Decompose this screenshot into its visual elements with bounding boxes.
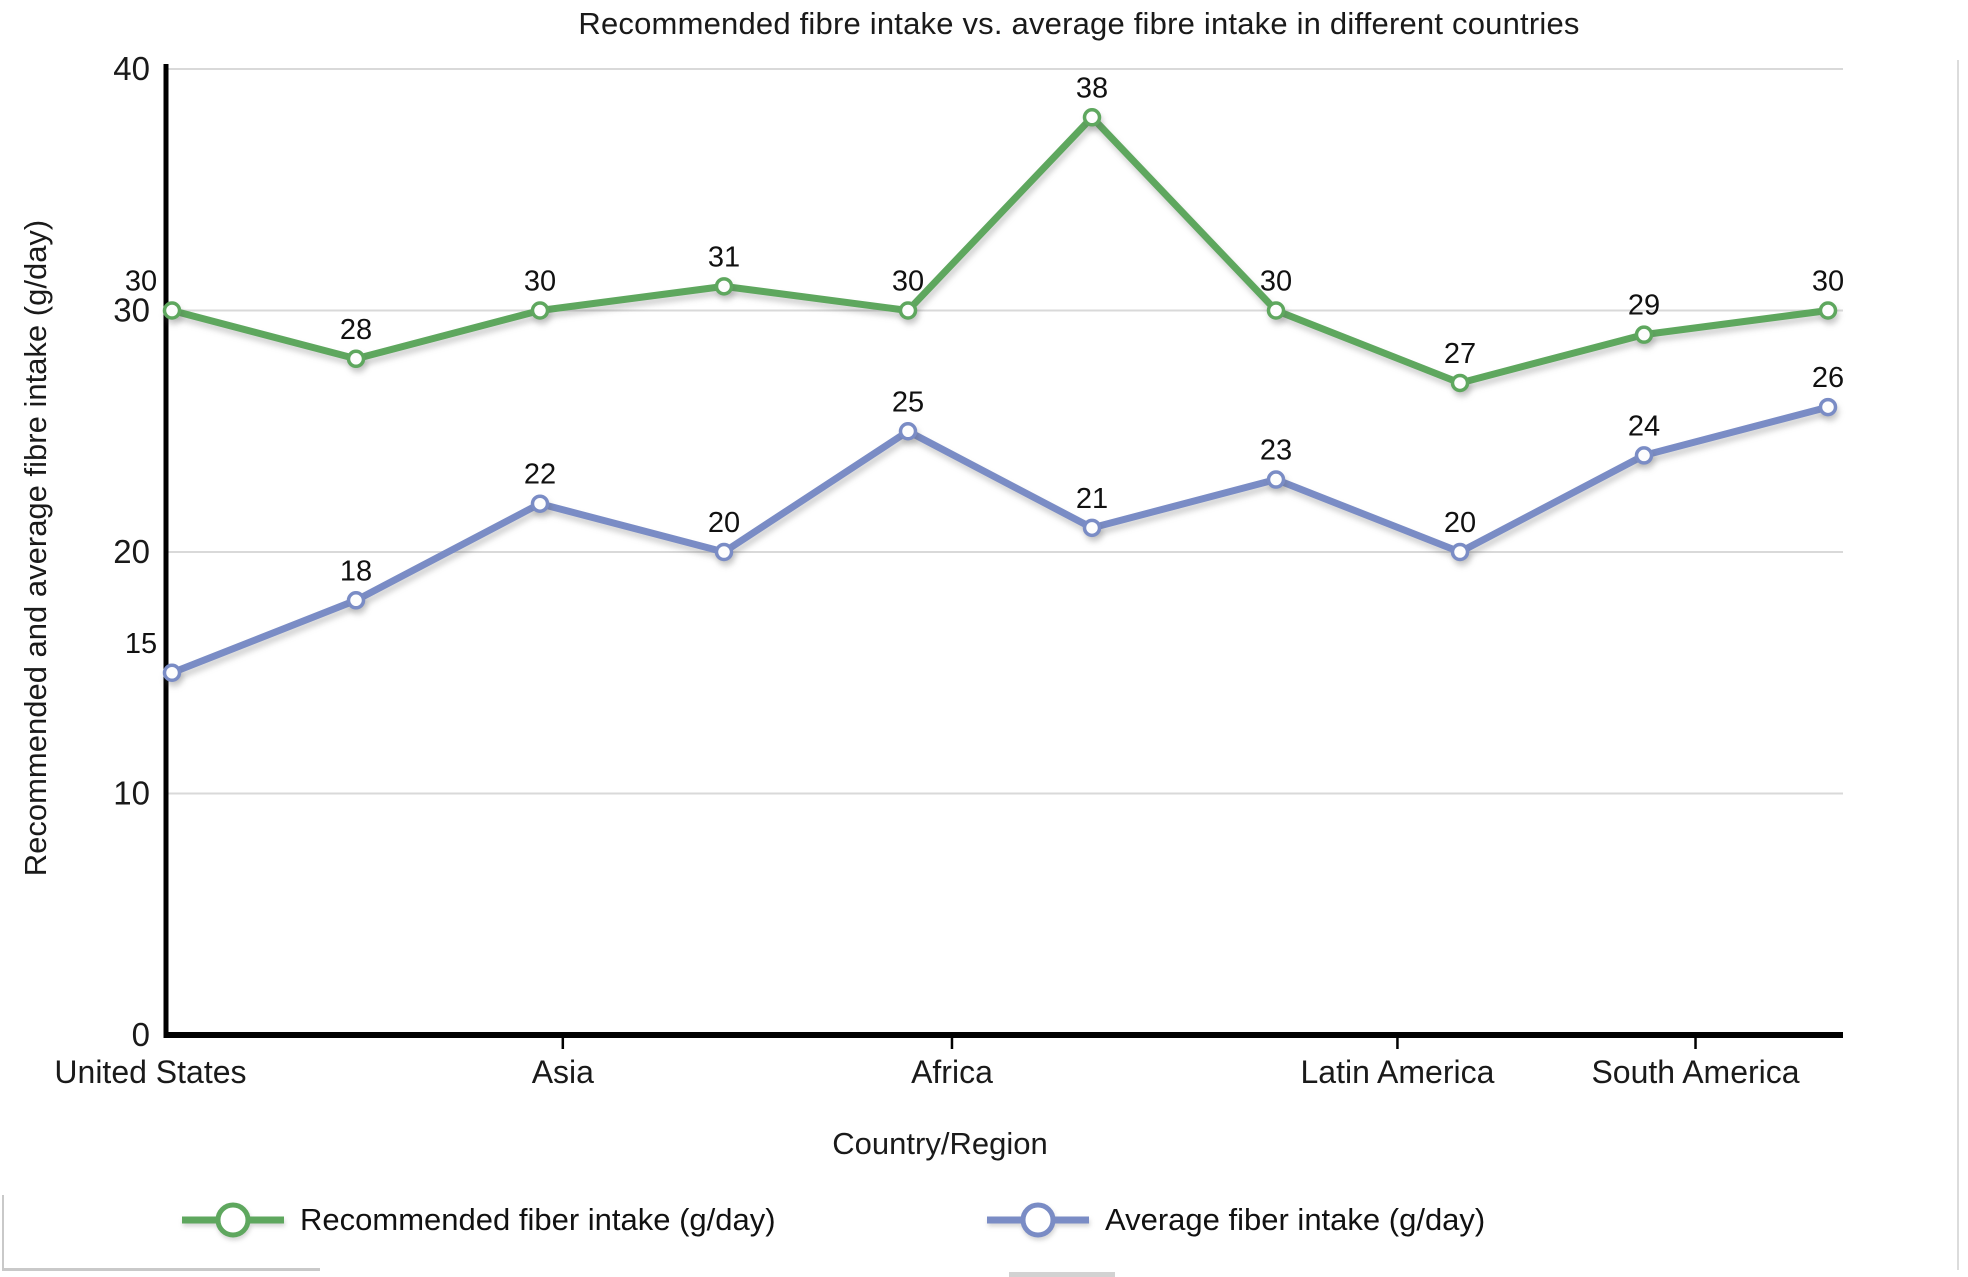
x-category-label: South America [1591, 1054, 1799, 1090]
x-category-label: Asia [532, 1054, 594, 1090]
data-point-marker-recommended [1450, 373, 1470, 393]
data-point-marker-average [1082, 518, 1102, 538]
data-point-label-average: 22 [524, 459, 556, 491]
chart-title: Recommended fibre intake vs. average fib… [578, 6, 1580, 41]
data-point-label-recommended: 31 [708, 241, 740, 273]
data-point-marker-recommended [1818, 301, 1838, 320]
data-point-label-recommended: 27 [1444, 338, 1476, 370]
data-point-marker-average [898, 422, 918, 441]
y-tick-label: 0 [132, 1016, 150, 1053]
data-point-marker-average [714, 542, 734, 562]
line-with-marker-icon [987, 1202, 1089, 1238]
data-point-label-recommended: 28 [340, 314, 372, 346]
data-point-marker-average [530, 494, 550, 513]
data-point-marker-average [346, 591, 366, 610]
page-border-artifact-bottom-bar [1009, 1272, 1115, 1277]
data-point-marker-recommended [346, 349, 366, 369]
data-point-label-average: 25 [892, 386, 924, 418]
x-category-label: Africa [911, 1054, 993, 1090]
data-point-marker-average [1634, 446, 1654, 465]
line-with-marker-icon [182, 1202, 284, 1238]
x-category-label: United States [54, 1054, 246, 1090]
legend-marker-circle [215, 1202, 251, 1238]
data-point-marker-recommended [1082, 108, 1102, 127]
data-point-label-average: 18 [340, 555, 372, 587]
data-point-label-average: 21 [1076, 483, 1108, 515]
data-point-marker-average [162, 663, 182, 682]
data-point-label-recommended: 30 [524, 266, 556, 298]
data-point-label-average: 20 [1444, 507, 1476, 539]
page-border-artifact-left-vertical [2, 1195, 4, 1270]
data-point-label-recommended: 30 [1812, 266, 1844, 298]
data-point-marker-recommended [1266, 301, 1286, 320]
x-axis-title: Country/Region [832, 1126, 1048, 1161]
legend-marker-circle [1020, 1202, 1056, 1238]
data-point-marker-average [1818, 397, 1838, 417]
data-point-marker-recommended [1634, 325, 1654, 344]
data-point-label-recommended: 30 [892, 266, 924, 298]
y-tick-label: 20 [113, 533, 150, 570]
data-point-marker-recommended [898, 301, 918, 320]
page-border-artifact-left-horizontal [2, 1268, 320, 1271]
page-border-artifact-right-vertical [1957, 60, 1959, 1270]
y-tick-label: 30 [113, 292, 150, 329]
data-point-label-recommended: 30 [1260, 266, 1292, 298]
data-point-label-recommended: 29 [1628, 290, 1660, 322]
data-point-marker-recommended [714, 277, 734, 296]
series-line-recommended [168, 113, 1832, 387]
data-point-label-average: 20 [708, 507, 740, 539]
x-category-label: Latin America [1301, 1054, 1495, 1090]
data-point-marker-average [1450, 542, 1470, 562]
chart-legend: Recommended fiber intake (g/day) Average… [0, 1198, 1968, 1260]
series-line-average [168, 403, 1832, 677]
data-point-label-average: 24 [1628, 410, 1660, 442]
legend-label-recommended: Recommended fiber intake (g/day) [300, 1202, 776, 1237]
data-point-marker-recommended [162, 301, 182, 320]
data-point-label-recommended: 30 [125, 266, 157, 298]
data-point-marker-recommended [530, 301, 550, 320]
data-point-label-average: 23 [1260, 435, 1292, 467]
y-tick-label: 10 [113, 775, 150, 812]
data-point-label-average: 15 [125, 628, 157, 660]
legend-item-recommended: Recommended fiber intake (g/day) [180, 1198, 776, 1242]
data-point-label-recommended: 38 [1076, 72, 1108, 104]
data-point-marker-average [1266, 470, 1286, 489]
legend-label-average: Average fiber intake (g/day) [1105, 1202, 1486, 1237]
legend-item-average: Average fiber intake (g/day) [985, 1198, 1485, 1242]
y-tick-label: 40 [113, 50, 150, 87]
data-point-label-average: 26 [1812, 362, 1844, 394]
